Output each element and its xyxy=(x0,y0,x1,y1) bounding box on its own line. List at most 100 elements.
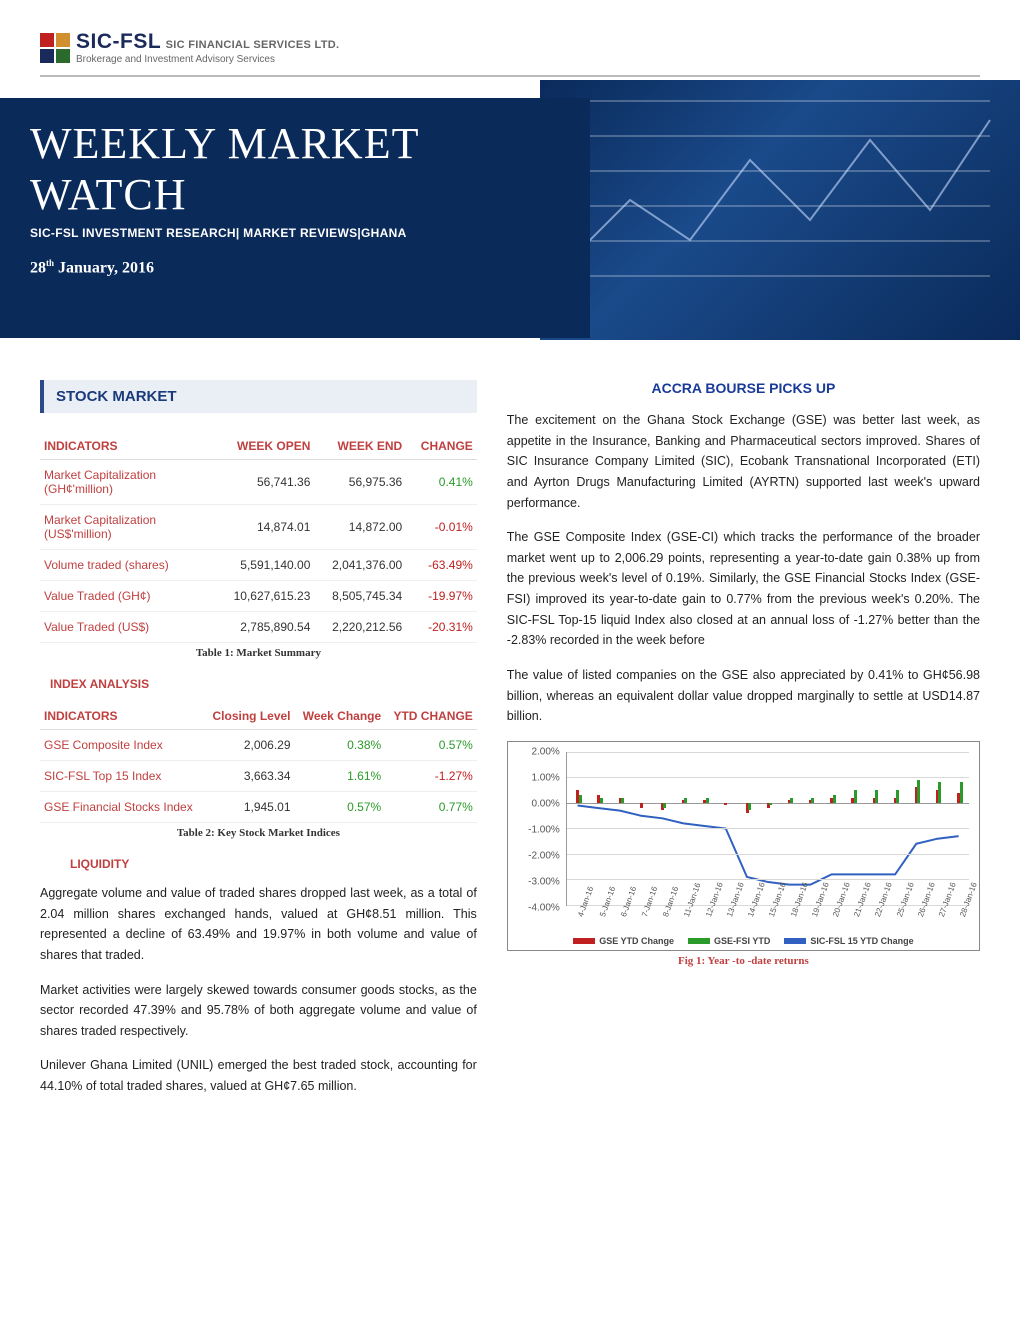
logo-sub1: SIC FINANCIAL SERVICES LTD. xyxy=(166,39,340,51)
table-row: GSE Financial Stocks Index1,945.010.57%0… xyxy=(40,792,477,823)
header-section: SIC-FSL SIC FINANCIAL SERVICES LTD. Brok… xyxy=(40,30,980,340)
logo-brand: SIC-FSL xyxy=(76,30,161,53)
table-row: Volume traded (shares)5,591,140.002,041,… xyxy=(40,550,477,581)
logo-text: SIC-FSL SIC FINANCIAL SERVICES LTD. Brok… xyxy=(76,30,339,65)
chart-bar xyxy=(875,790,878,803)
legend-swatch xyxy=(688,938,710,944)
legend-item: GSE YTD Change xyxy=(573,936,674,946)
legend-label: GSE-FSI YTD xyxy=(714,936,770,946)
indicator-cell: Value Traded (US$) xyxy=(40,612,215,643)
index-analysis-heading: INDEX ANALYSIS xyxy=(50,677,477,691)
closing-level-cell: 2,006.29 xyxy=(204,730,294,761)
legend-item: GSE-FSI YTD xyxy=(688,936,770,946)
week-open-cell: 5,591,140.00 xyxy=(215,550,315,581)
table-row: Value Traded (US$)2,785,890.542,220,212.… xyxy=(40,612,477,643)
chart-bar xyxy=(790,798,793,803)
chart-y-label: -1.00% xyxy=(508,824,560,835)
change-cell: -0.01% xyxy=(406,505,477,550)
article-title: ACCRA BOURSE PICKS UP xyxy=(507,380,980,396)
week-open-cell: 10,627,615.23 xyxy=(215,581,315,612)
chart-bar xyxy=(938,782,941,802)
chart-bar xyxy=(854,790,857,803)
date-day: 28 xyxy=(30,259,46,276)
chart-gridline xyxy=(567,752,969,753)
document-date: 28th January, 2016 xyxy=(30,258,560,277)
indicator-cell: GSE Financial Stocks Index xyxy=(40,792,204,823)
chart-gridline xyxy=(567,777,969,778)
legend-item: SIC-FSL 15 YTD Change xyxy=(784,936,913,946)
document-title: WEEKLY MARKET WATCH xyxy=(30,118,560,220)
table2-caption: Table 2: Key Stock Market Indices xyxy=(40,827,477,839)
table-row: GSE Composite Index2,006.290.38%0.57% xyxy=(40,730,477,761)
week-end-cell: 8,505,745.34 xyxy=(314,581,406,612)
indicator-cell: GSE Composite Index xyxy=(40,730,204,761)
banner-chart-backdrop xyxy=(540,80,1020,340)
index-analysis-table: INDICATORSClosing LevelWeek ChangeYTD CH… xyxy=(40,703,477,823)
liquidity-heading: LIQUIDITY xyxy=(70,857,477,871)
legend-label: GSE YTD Change xyxy=(599,936,674,946)
chart-bar xyxy=(833,795,836,803)
ytd-returns-chart: 2.00%1.00%0.00%-1.00%-2.00%-3.00%-4.00% … xyxy=(507,741,980,951)
article-paragraph: The value of listed companies on the GSE… xyxy=(507,665,980,727)
article-paragraph: The excitement on the Ghana Stock Exchan… xyxy=(507,410,980,513)
table-row: Market Capitalization (US$'million)14,87… xyxy=(40,505,477,550)
chart-gridline xyxy=(567,879,969,880)
table-header: Week Change xyxy=(295,703,386,730)
logo-square xyxy=(40,49,54,63)
closing-level-cell: 3,663.34 xyxy=(204,761,294,792)
chart-y-label: -4.00% xyxy=(508,902,560,913)
chart-y-label: 2.00% xyxy=(508,746,560,757)
chart-y-label: -2.00% xyxy=(508,850,560,861)
logo-brand-line: SIC-FSL SIC FINANCIAL SERVICES LTD. xyxy=(76,30,339,54)
logo-block: SIC-FSL SIC FINANCIAL SERVICES LTD. Brok… xyxy=(40,30,339,65)
chart-bar xyxy=(706,798,709,803)
chart-bar xyxy=(896,790,899,803)
week-end-cell: 56,975.36 xyxy=(314,460,406,505)
logo-sub2: Brokerage and Investment Advisory Servic… xyxy=(76,54,339,65)
week-end-cell: 2,041,376.00 xyxy=(314,550,406,581)
ytd-change-cell: -1.27% xyxy=(385,761,477,792)
article-paragraph: The GSE Composite Index (GSE-CI) which t… xyxy=(507,527,980,651)
chart-bar xyxy=(769,803,772,806)
left-column: STOCK MARKET INDICATORSWEEK OPENWEEK END… xyxy=(40,380,477,1111)
chart-y-label: 0.00% xyxy=(508,798,560,809)
page: SIC-FSL SIC FINANCIAL SERVICES LTD. Brok… xyxy=(0,0,1020,1141)
indicator-cell: Volume traded (shares) xyxy=(40,550,215,581)
stock-market-title: STOCK MARKET xyxy=(56,388,465,405)
chart-bar xyxy=(960,782,963,802)
table-header: INDICATORS xyxy=(40,433,215,460)
chart-bar xyxy=(621,798,624,803)
chart-gridline xyxy=(567,854,969,855)
chart-bar xyxy=(917,780,920,803)
week-change-cell: 0.38% xyxy=(295,730,386,761)
chart-bar xyxy=(663,803,666,808)
chart-bar xyxy=(724,803,727,806)
stock-market-heading: STOCK MARKET xyxy=(40,380,477,413)
liquidity-paragraph: Aggregate volume and value of traded sha… xyxy=(40,883,477,966)
liquidity-paragraph: Unilever Ghana Limited (UNIL) emerged th… xyxy=(40,1055,477,1096)
chart-caption: Fig 1: Year -to -date returns xyxy=(507,955,980,967)
change-cell: -19.97% xyxy=(406,581,477,612)
legend-swatch xyxy=(784,938,806,944)
closing-level-cell: 1,945.01 xyxy=(204,792,294,823)
week-open-cell: 2,785,890.54 xyxy=(215,612,315,643)
table1-caption: Table 1: Market Summary xyxy=(40,647,477,659)
indicator-cell: SIC-FSL Top 15 Index xyxy=(40,761,204,792)
week-end-cell: 2,220,212.56 xyxy=(314,612,406,643)
chart-y-label: -3.00% xyxy=(508,876,560,887)
chart-line-series xyxy=(577,805,958,884)
document-subtitle: SIC-FSL INVESTMENT RESEARCH| MARKET REVI… xyxy=(30,226,560,240)
ytd-change-cell: 0.77% xyxy=(385,792,477,823)
header-divider xyxy=(40,75,980,77)
chart-bar xyxy=(640,803,643,808)
content-columns: STOCK MARKET INDICATORSWEEK OPENWEEK END… xyxy=(40,380,980,1111)
chart-gridline xyxy=(567,828,969,829)
change-cell: -63.49% xyxy=(406,550,477,581)
table-row: Value Traded (GH¢)10,627,615.238,505,745… xyxy=(40,581,477,612)
table-header: YTD CHANGE xyxy=(385,703,477,730)
indicator-cell: Market Capitalization (GH¢'million) xyxy=(40,460,215,505)
liquidity-paragraph: Market activities were largely skewed to… xyxy=(40,980,477,1042)
table-header: WEEK OPEN xyxy=(215,433,315,460)
chart-y-label: 1.00% xyxy=(508,772,560,783)
change-cell: 0.41% xyxy=(406,460,477,505)
